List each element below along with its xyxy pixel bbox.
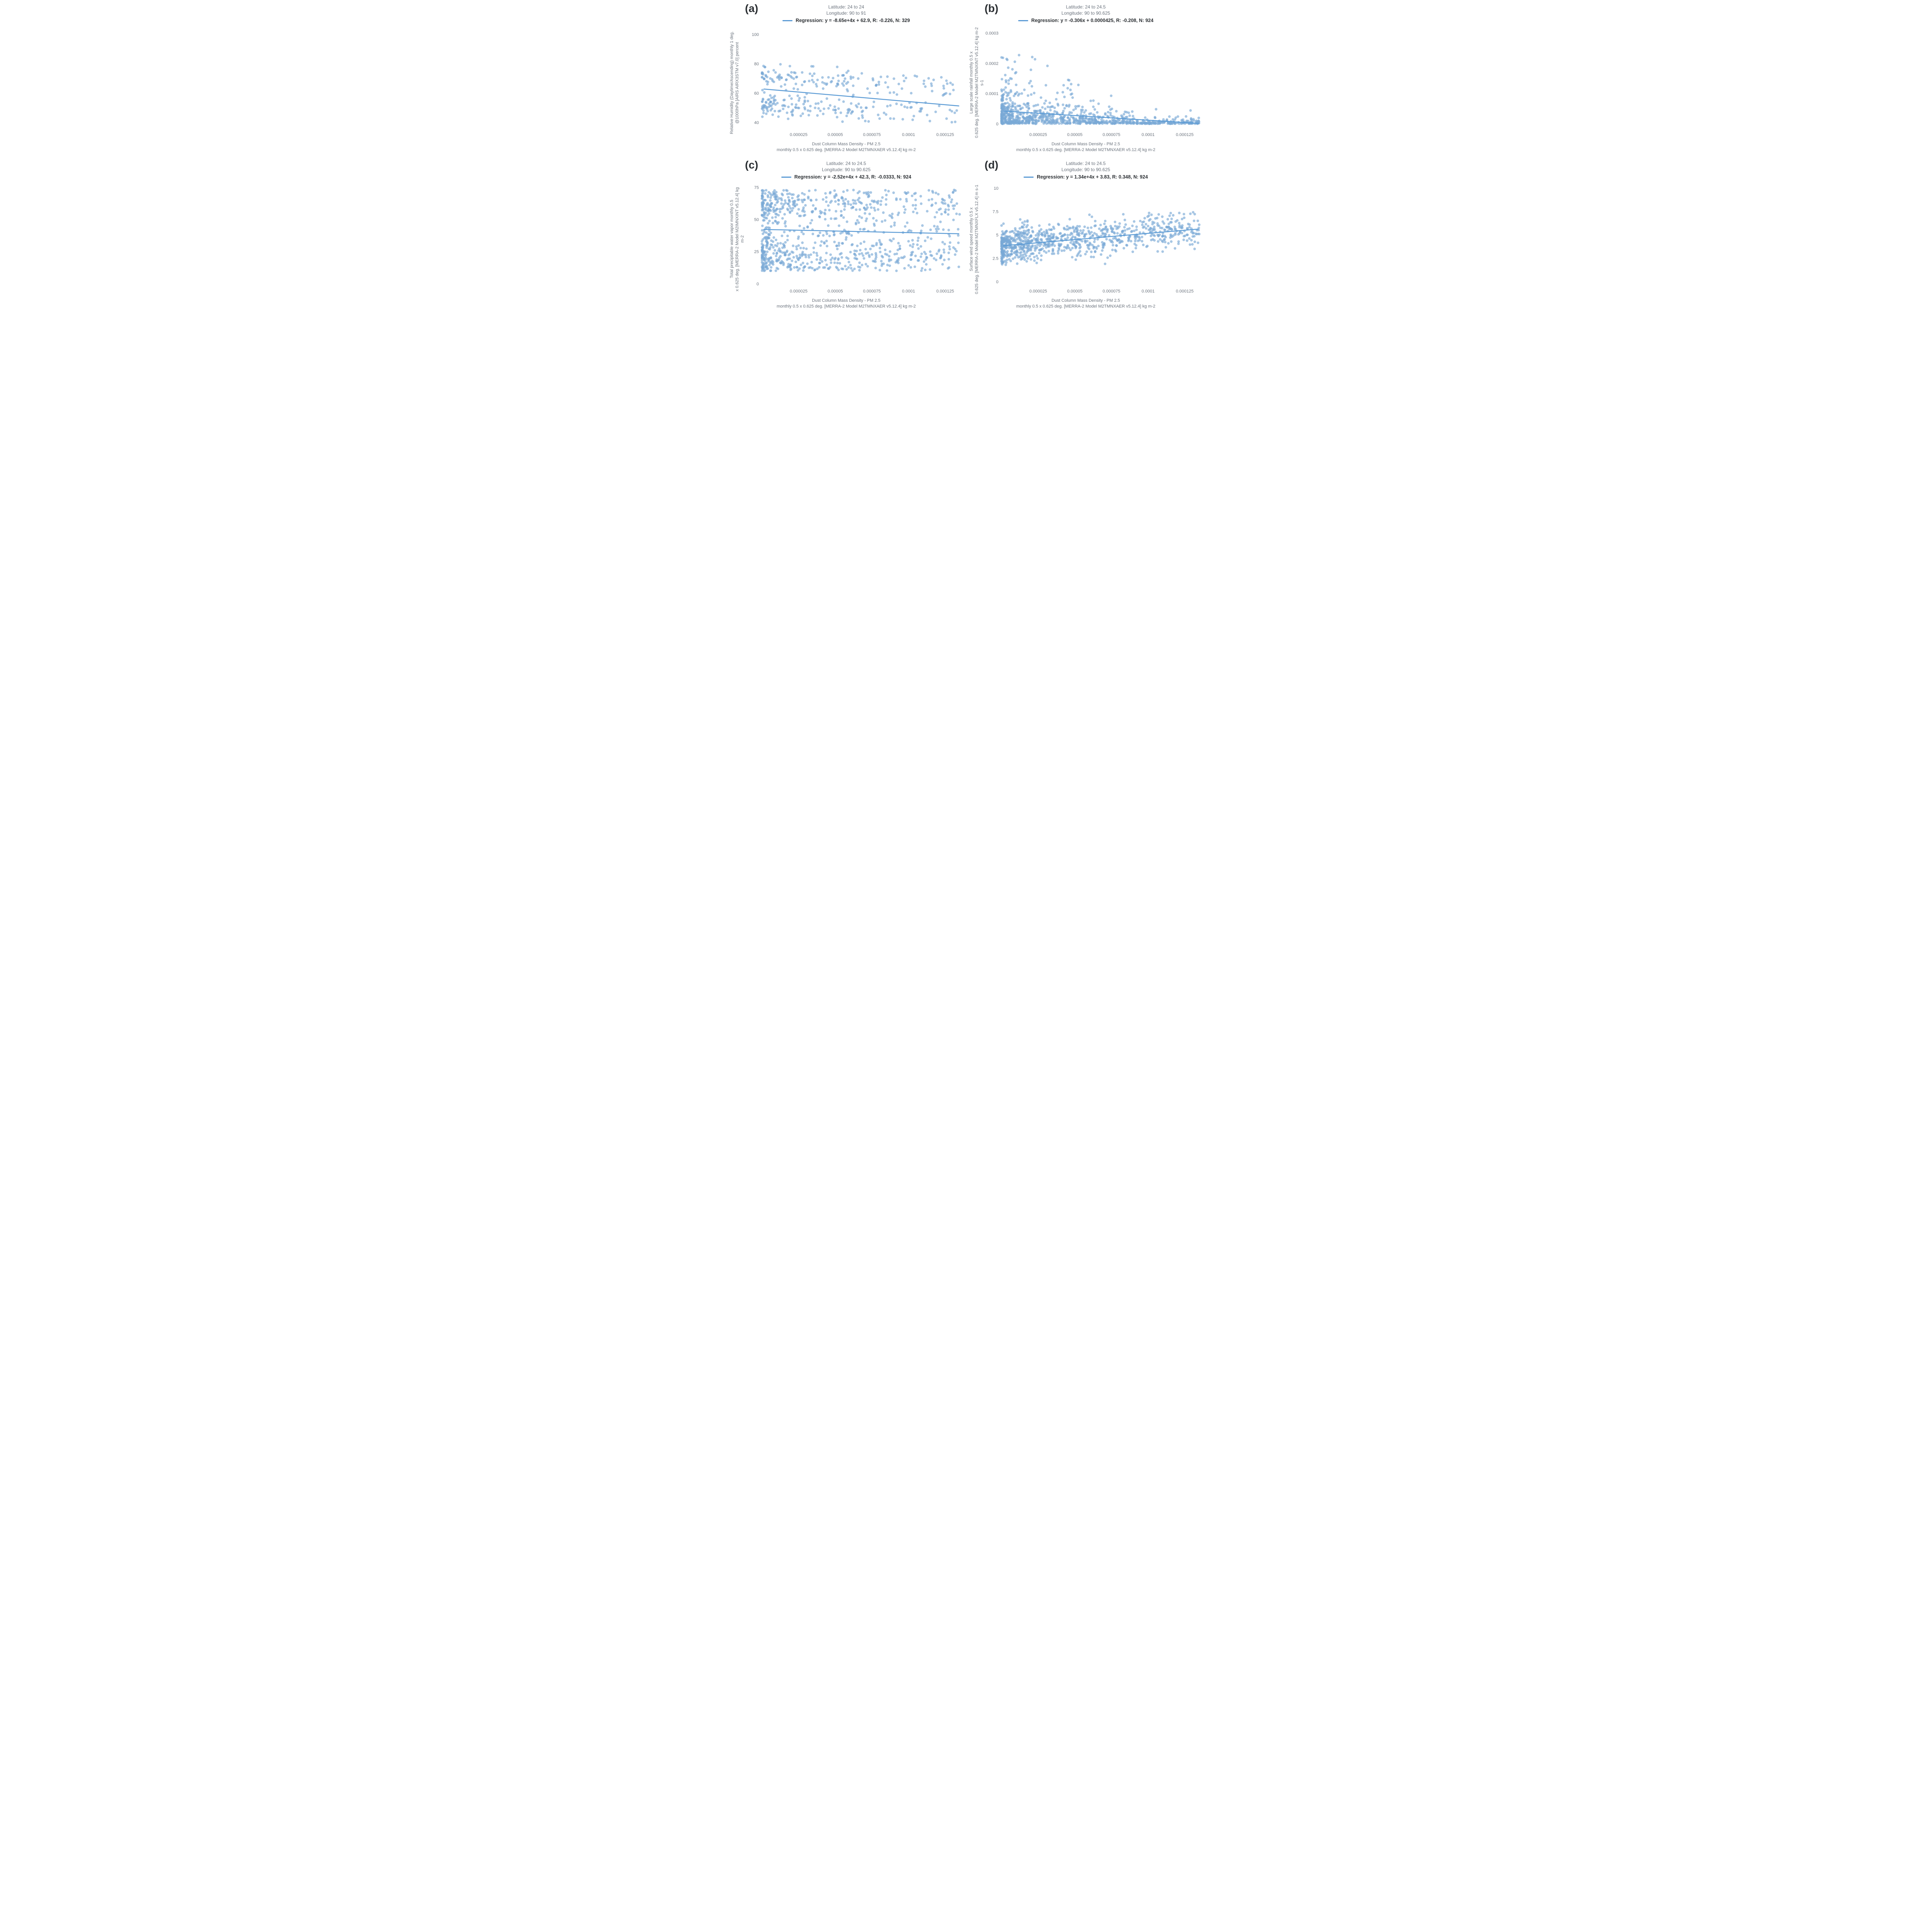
svg-text:75: 75 — [754, 185, 759, 190]
scatter-plot: 0 0.0001 0.0002 0.0003 0.000025 0.00005 0.0000… — [981, 25, 1203, 141]
regression-legend: Regression: y = -2.52e+4x + 42.3, R: -0.… — [729, 174, 964, 180]
svg-text:0.00005: 0.00005 — [1067, 133, 1083, 137]
longitude-text: Longitude: 90 to 90.625 — [968, 10, 1203, 16]
svg-text:0.000075: 0.000075 — [863, 133, 881, 137]
svg-text:80: 80 — [754, 62, 759, 66]
svg-text:0.0001: 0.0001 — [902, 289, 915, 294]
svg-text:5: 5 — [996, 233, 998, 238]
svg-text:0.000125: 0.000125 — [936, 133, 954, 137]
svg-text:10: 10 — [994, 186, 998, 191]
legend-swatch — [1018, 20, 1028, 21]
latitude-text: Latitude: 24 to 24 — [729, 4, 964, 10]
y-axis-label: Total precipitable water vapor monthly 0… — [729, 181, 742, 297]
legend-swatch — [1024, 177, 1034, 178]
svg-text:7.5: 7.5 — [993, 210, 998, 214]
svg-text:0.000125: 0.000125 — [1176, 289, 1194, 294]
latitude-text: Latitude: 24 to 24.5 — [968, 4, 1203, 10]
plot-area: Relative Humidity (Daytime/Ascending) mo… — [729, 25, 964, 141]
plot-area: Large scale rainfall monthly 0.5 x 0.625… — [968, 25, 1203, 141]
svg-text:0.000075: 0.000075 — [1102, 133, 1120, 137]
svg-text:0.00005: 0.00005 — [828, 133, 843, 137]
plot-area: Surface wind speed monthly 0.5 x 0.625 d… — [968, 181, 1203, 297]
panel-label: (a) — [745, 2, 758, 15]
regression-legend: Regression: y = -0.306x + 0.0000425, R: … — [968, 18, 1203, 23]
svg-text:0.00005: 0.00005 — [1067, 289, 1083, 294]
svg-text:50: 50 — [754, 218, 759, 222]
x-axis-label: Dust Column Mass Density - PM 2.5 monthl… — [968, 141, 1203, 153]
panel-d: (d) Latitude: 24 to 24.5 Longitude: 90 t… — [966, 156, 1206, 313]
svg-text:0: 0 — [996, 280, 998, 284]
panel-header: Latitude: 24 to 24.5 Longitude: 90 to 90… — [968, 4, 1203, 16]
svg-text:0.0001: 0.0001 — [1141, 133, 1155, 137]
regression-text: Regression: y = -2.52e+4x + 42.3, R: -0.… — [794, 174, 912, 180]
svg-text:0.000125: 0.000125 — [936, 289, 954, 294]
panel-header: Latitude: 24 to 24.5 Longitude: 90 to 90… — [968, 160, 1203, 173]
x-axis-label: Dust Column Mass Density - PM 2.5 monthl… — [729, 141, 964, 153]
legend-swatch — [782, 20, 793, 21]
figure-grid: (a) Latitude: 24 to 24 Longitude: 90 to … — [726, 0, 1206, 313]
panel-header: Latitude: 24 to 24 Longitude: 90 to 91 — [729, 4, 964, 16]
longitude-text: Longitude: 90 to 90.625 — [968, 167, 1203, 173]
legend-swatch — [781, 177, 791, 178]
y-axis-label: Relative Humidity (Daytime/Ascending) mo… — [729, 25, 742, 141]
svg-text:0.000025: 0.000025 — [790, 133, 808, 137]
svg-text:0: 0 — [996, 122, 998, 127]
latitude-text: Latitude: 24 to 24.5 — [729, 160, 964, 167]
panel-c: (c) Latitude: 24 to 24.5 Longitude: 90 t… — [726, 156, 966, 313]
y-axis-label: Surface wind speed monthly 0.5 x 0.625 d… — [968, 181, 981, 297]
panel-label: (b) — [985, 2, 998, 15]
scatter-plot: 40 60 80 100 0.000025 0.00005 0.000075 0.0001 0.… — [742, 25, 964, 141]
svg-text:0.00005: 0.00005 — [828, 289, 843, 294]
svg-text:2.5: 2.5 — [993, 257, 998, 261]
svg-text:0.000075: 0.000075 — [863, 289, 881, 294]
svg-text:0.000025: 0.000025 — [1029, 133, 1047, 137]
y-axis-label: Large scale rainfall monthly 0.5 x 0.625… — [968, 25, 981, 141]
scatter-plot: 0 25 50 75 0.000025 0.00005 0.000075 0.0001 0.00… — [742, 181, 964, 297]
svg-text:0.000025: 0.000025 — [1029, 289, 1047, 294]
panel-b: (b) Latitude: 24 to 24.5 Longitude: 90 t… — [966, 0, 1206, 156]
svg-text:60: 60 — [754, 91, 759, 96]
latitude-text: Latitude: 24 to 24.5 — [968, 160, 1203, 167]
svg-text:0.0001: 0.0001 — [1141, 289, 1155, 294]
regression-legend: Regression: y = -8.65e+4x + 62.9, R: -0.… — [729, 18, 964, 23]
svg-text:0.0001: 0.0001 — [985, 92, 998, 96]
panel-header: Latitude: 24 to 24.5 Longitude: 90 to 90… — [729, 160, 964, 173]
svg-text:0.000025: 0.000025 — [790, 289, 808, 294]
regression-text: Regression: y = -0.306x + 0.0000425, R: … — [1031, 18, 1153, 23]
regression-text: Regression: y = -8.65e+4x + 62.9, R: -0.… — [796, 18, 910, 23]
scatter-plot: 0 2.5 5 7.5 10 0.000025 0.00005 0.000075 0.0001 0… — [981, 181, 1203, 297]
svg-text:100: 100 — [752, 32, 759, 37]
panel-label: (d) — [985, 159, 998, 171]
regression-legend: Regression: y = 1.34e+4x + 3.83, R: 0.34… — [968, 174, 1203, 180]
svg-text:0.000075: 0.000075 — [1102, 289, 1120, 294]
svg-text:0.0001: 0.0001 — [902, 133, 915, 137]
x-axis-label: Dust Column Mass Density - PM 2.5 monthl… — [968, 298, 1203, 310]
svg-text:0.0002: 0.0002 — [985, 61, 998, 66]
longitude-text: Longitude: 90 to 91 — [729, 10, 964, 16]
svg-text:0: 0 — [757, 282, 759, 287]
svg-text:40: 40 — [754, 121, 759, 125]
svg-text:0.000125: 0.000125 — [1176, 133, 1194, 137]
regression-text: Regression: y = 1.34e+4x + 3.83, R: 0.34… — [1037, 174, 1148, 180]
plot-area: Total precipitable water vapor monthly 0… — [729, 181, 964, 297]
panel-label: (c) — [745, 159, 758, 171]
svg-text:0.0003: 0.0003 — [985, 31, 998, 36]
longitude-text: Longitude: 90 to 90.625 — [729, 167, 964, 173]
svg-text:25: 25 — [754, 250, 759, 255]
x-axis-label: Dust Column Mass Density - PM 2.5 monthl… — [729, 298, 964, 310]
panel-a: (a) Latitude: 24 to 24 Longitude: 90 to … — [726, 0, 966, 156]
